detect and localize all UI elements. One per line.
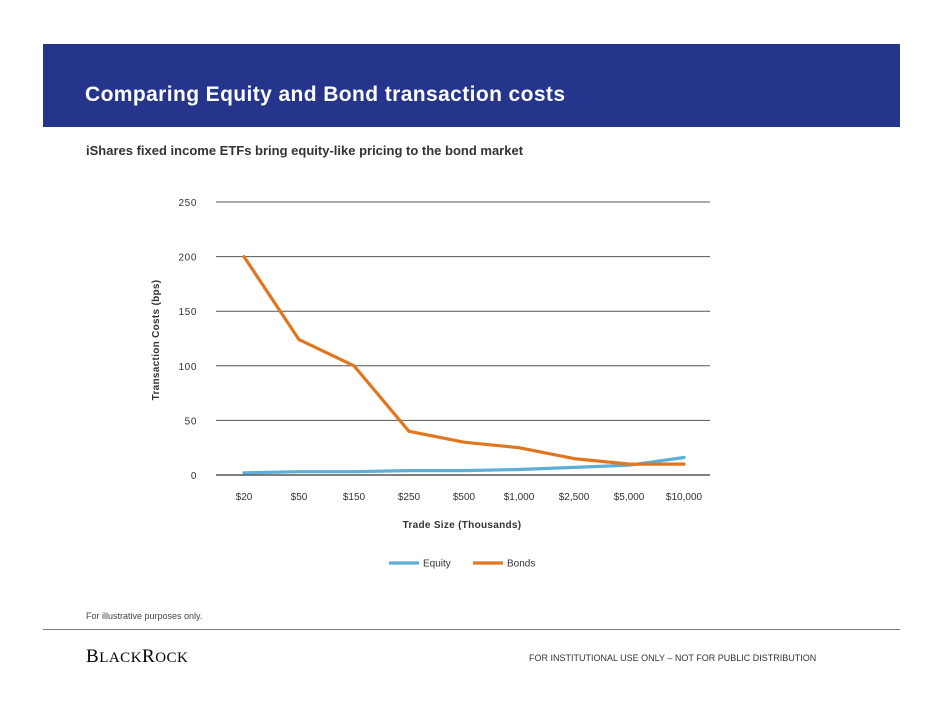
x-axis-ticks: $20 $50 $150 $250 $500 $1,000 $2,500 $5,000 $10,… xyxy=(236,492,703,503)
series-line-bonds xyxy=(242,255,686,466)
y-tick-label: 150 xyxy=(179,307,198,318)
y-tick-label: 0 xyxy=(191,471,197,482)
y-axis-ticks: 0 50 100 150 200 250 xyxy=(179,198,198,482)
y-axis-title: Transaction Costs (bps) xyxy=(151,280,162,401)
x-tick-label: $1,000 xyxy=(504,492,535,503)
title-banner: Comparing Equity and Bond transaction co… xyxy=(43,44,900,127)
page-subtitle: iShares fixed income ETFs bring equity-l… xyxy=(86,143,524,158)
footer-divider xyxy=(43,629,900,630)
chart-legend: Equity Bonds xyxy=(389,559,535,570)
x-tick-label: $10,000 xyxy=(666,492,703,503)
series-line-equity xyxy=(242,455,686,475)
x-axis-title: Trade Size (Thousands) xyxy=(403,520,522,531)
y-tick-label: 250 xyxy=(179,198,198,209)
legend-label-bonds: Bonds xyxy=(507,559,535,570)
series-lines xyxy=(242,255,686,475)
distribution-disclaimer: FOR INSTITUTIONAL USE ONLY – NOT FOR PUB… xyxy=(529,653,817,663)
legend-label-equity: Equity xyxy=(423,559,451,570)
page-title: Comparing Equity and Bond transaction co… xyxy=(85,83,566,106)
blackrock-logo: BLACKROCK xyxy=(86,646,189,667)
y-tick-label: 200 xyxy=(179,253,198,264)
y-tick-label: 50 xyxy=(185,416,197,427)
x-tick-label: $500 xyxy=(453,492,476,503)
x-tick-label: $50 xyxy=(291,492,308,503)
y-tick-label: 100 xyxy=(179,362,198,373)
footnote: For illustrative purposes only. xyxy=(86,611,203,621)
x-tick-label: $250 xyxy=(398,492,421,503)
x-tick-label: $5,000 xyxy=(614,492,645,503)
x-tick-label: $20 xyxy=(236,492,253,503)
grid-lines xyxy=(216,201,710,476)
x-tick-label: $2,500 xyxy=(559,492,590,503)
x-tick-label: $150 xyxy=(343,492,366,503)
